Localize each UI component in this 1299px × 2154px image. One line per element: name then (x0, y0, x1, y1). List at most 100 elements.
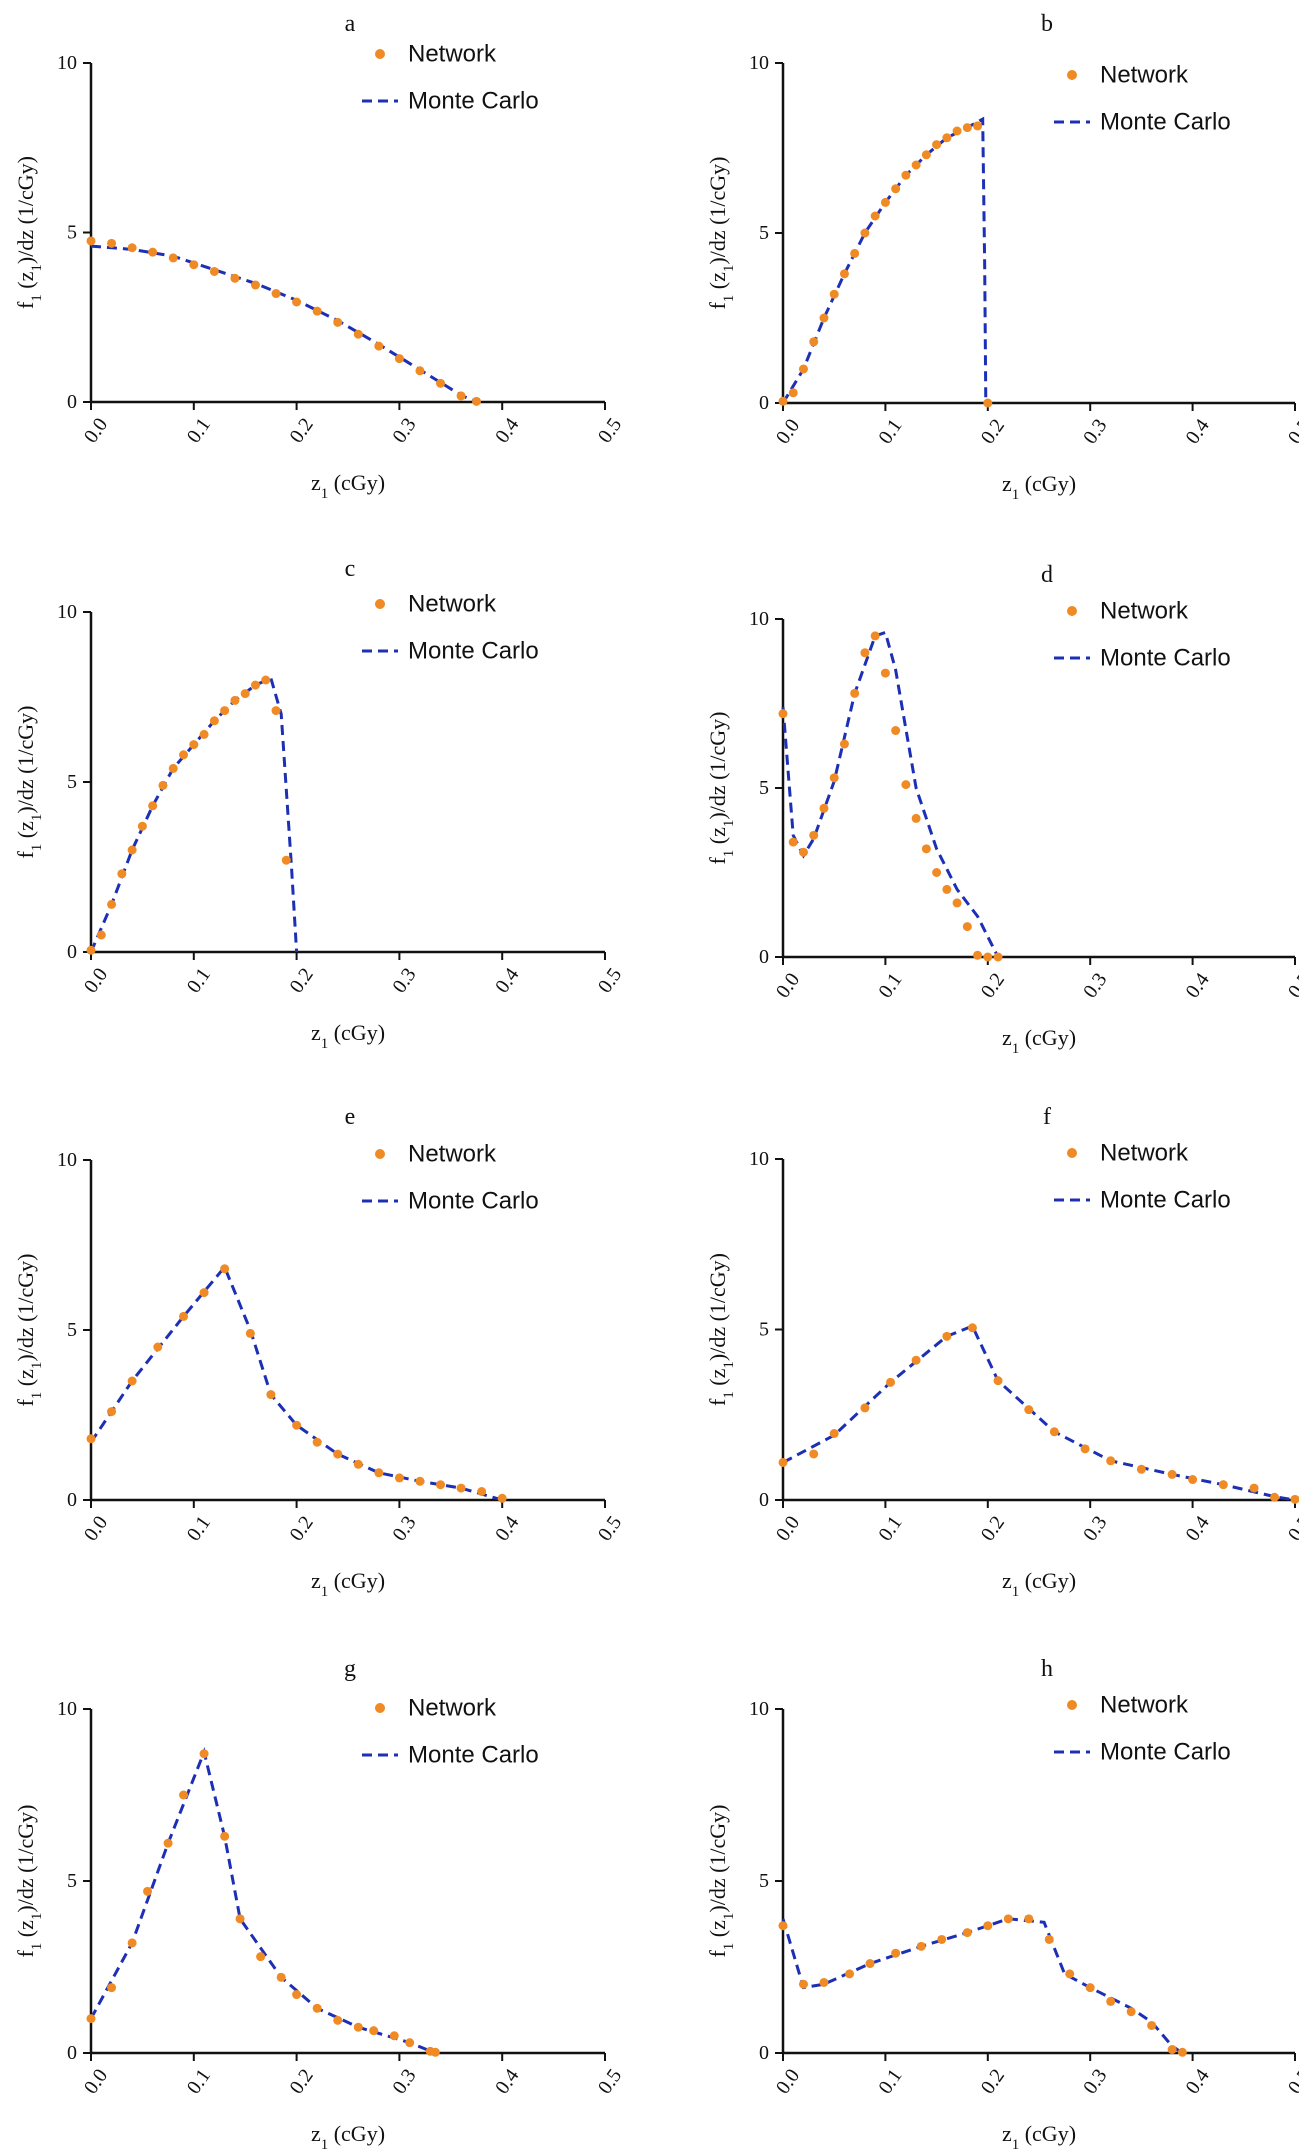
network-point (829, 289, 839, 299)
network-point (809, 830, 819, 840)
legend-monte-carlo-label: Monte Carlo (408, 1188, 539, 1215)
network-point (937, 1934, 947, 1944)
network-point (911, 1355, 921, 1365)
y-tick-label: 10 (749, 608, 769, 630)
y-tick-label: 10 (749, 1698, 769, 1720)
network-point (788, 837, 798, 847)
network-point (1177, 2047, 1187, 2057)
x-tick-label: 0.2 (285, 964, 317, 997)
x-tick-label: 0.3 (388, 2065, 420, 2098)
y-axis-label: f1 (z1)/dz (1/cGy) (13, 1253, 45, 1406)
x-tick-label: 0.2 (977, 2065, 1009, 2098)
network-point (209, 716, 219, 726)
network-point (292, 1990, 302, 2000)
network-point (220, 1264, 230, 1274)
network-point (189, 260, 199, 270)
network-point (845, 1969, 855, 1979)
network-point (1024, 1914, 1034, 1924)
network-point (798, 1979, 808, 1989)
network-point (829, 1429, 839, 1439)
monte-carlo-line (89, 676, 299, 953)
legend-monte-carlo-label: Monte Carlo (1100, 109, 1231, 136)
network-point (353, 2022, 363, 2032)
network-point (870, 631, 880, 641)
network-point (256, 1952, 266, 1962)
x-axis-label: z1 (cGy) (1002, 1568, 1076, 1600)
x-tick-label: 0.0 (772, 1512, 804, 1545)
x-tick-label: 0.0 (772, 969, 804, 1002)
legend-monte-carlo-label: Monte Carlo (1100, 1739, 1231, 1766)
network-point (168, 763, 178, 773)
x-tick-label: 0.0 (772, 415, 804, 448)
network-point (839, 739, 849, 749)
network-point (394, 1473, 404, 1483)
y-tick-label: 0 (67, 2042, 77, 2064)
x-axis-label: z1 (cGy) (1002, 471, 1076, 503)
network-point (983, 952, 993, 962)
x-tick-label: 0.0 (80, 414, 112, 447)
x-tick-label: 0.5 (1284, 2065, 1299, 2098)
y-tick-label: 10 (749, 52, 769, 74)
monte-carlo-line (781, 116, 988, 404)
chart-panel-a: a 0 5 10 0.0 0.1 0.2 0.3 0.4 0.5 z1 (cGy) f1 (z1)/d… (13, 11, 626, 502)
panel-letter: h (1041, 1656, 1053, 1682)
x-tick-label: 0.4 (491, 964, 523, 997)
legend-network-label: Network (408, 591, 497, 618)
legend: Network Monte Carlo (1054, 1692, 1231, 1766)
y-tick-label: 0 (759, 2042, 769, 2064)
x-tick-label: 0.5 (594, 2065, 626, 2098)
network-point (839, 269, 849, 279)
legend-network-marker (375, 1703, 385, 1713)
y-axis-label: f1 (z1)/dz (1/cGy) (705, 1804, 737, 1957)
network-point (389, 2031, 399, 2041)
monte-carlo-line (90, 244, 478, 404)
network-point (891, 184, 901, 194)
legend: Network Monte Carlo (1054, 598, 1231, 672)
network-point (973, 950, 983, 960)
network-point (250, 280, 260, 290)
x-tick-label: 0.4 (491, 2065, 523, 2098)
network-point (86, 236, 96, 246)
network-point (901, 170, 911, 180)
network-point (819, 1977, 829, 1987)
network-point (117, 869, 127, 879)
legend-network-label: Network (1100, 62, 1189, 89)
x-tick-label: 0.5 (1284, 1512, 1299, 1545)
network-point (333, 1449, 343, 1459)
network-point (1003, 1914, 1013, 1924)
x-axis-label: z1 (cGy) (1002, 2121, 1076, 2153)
chart-panel-d: d 0 5 10 0.0 0.1 0.2 0.3 0.4 0.5 z1 (cGy) f1 (z1)/d… (705, 562, 1299, 1057)
network-point (942, 133, 952, 143)
network-point (983, 398, 993, 408)
network-point (916, 1941, 926, 1951)
network-point (127, 845, 137, 855)
legend-monte-carlo-label: Monte Carlo (1100, 645, 1231, 672)
legend-monte-carlo-label: Monte Carlo (408, 88, 539, 115)
network-point (1188, 1475, 1198, 1485)
network-point (148, 247, 158, 257)
x-axis-label: z1 (cGy) (311, 1568, 385, 1600)
y-axis-label: f1 (z1)/dz (1/cGy) (13, 1804, 45, 1957)
network-point (983, 1921, 993, 1931)
network-point (230, 695, 240, 705)
y-tick-label: 0 (67, 1489, 77, 1511)
monte-carlo-line (89, 1264, 503, 1502)
legend: Network Monte Carlo (362, 41, 539, 115)
x-tick-label: 0.3 (1079, 2065, 1111, 2098)
network-point (209, 266, 219, 276)
panel-letter: b (1041, 11, 1053, 37)
x-tick-label: 0.0 (80, 2065, 112, 2098)
monte-carlo-line (781, 1917, 1184, 2055)
network-point (880, 668, 890, 678)
network-point (220, 1831, 230, 1841)
network-point (266, 1390, 276, 1400)
network-point (932, 868, 942, 877)
network-point (374, 1468, 384, 1478)
network-point (153, 1342, 163, 1352)
network-point (1147, 2020, 1157, 2030)
x-tick-label: 0.2 (285, 414, 317, 447)
y-tick-label: 5 (67, 1319, 77, 1341)
network-point (276, 1972, 286, 1982)
network-point (374, 341, 384, 351)
network-point (1218, 1480, 1228, 1490)
